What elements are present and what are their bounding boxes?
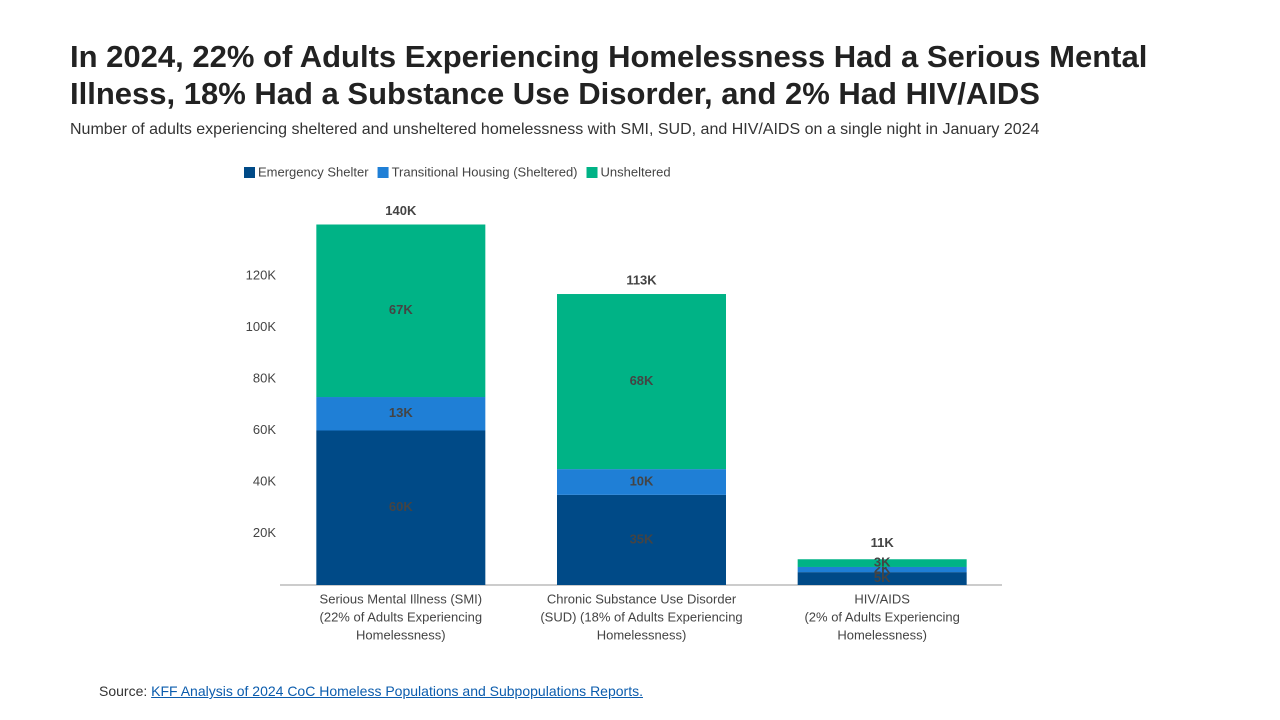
y-tick-label: 40K — [253, 473, 276, 488]
value-label: 60K — [389, 499, 413, 514]
subtitle: Number of adults experiencing sheltered … — [70, 121, 1040, 138]
bar-segment — [316, 430, 486, 585]
y-tick-label: 80K — [253, 370, 276, 385]
x-tick-label: (22% of Adults Experiencing — [320, 609, 483, 624]
x-tick-label: Homelessness) — [356, 627, 446, 642]
value-label: 35K — [630, 531, 654, 546]
x-tick-label: Homelessness) — [597, 627, 687, 642]
y-tick-label: 120K — [246, 267, 277, 282]
legend-swatch — [244, 167, 255, 178]
legend-swatch — [586, 167, 598, 178]
x-tick-label: Homelessness) — [837, 627, 927, 642]
y-tick-label: 20K — [253, 525, 276, 540]
y-tick-label: 60K — [253, 422, 276, 437]
bar-segment — [797, 559, 967, 567]
value-label: 5K — [874, 570, 891, 585]
source: Source: KFF Analysis of 2024 CoC Homeles… — [99, 683, 643, 699]
total-label: 113K — [626, 272, 657, 287]
bar-segment — [316, 224, 486, 398]
chart: 20K 40K 60K 80K 100K 120K Emergency Shelter Tra… — [244, 164, 1002, 642]
x-tick-label: HIV/AIDS — [854, 591, 910, 606]
value-label: 13K — [389, 405, 413, 420]
title-line: In 2024, 22% of Adults Experiencing Home… — [70, 39, 1148, 74]
value-label: 10K — [630, 473, 654, 488]
x-tick-label: Chronic Substance Use Disorder — [547, 591, 737, 606]
bar-segment — [557, 494, 726, 585]
bar-segment — [316, 397, 486, 431]
total-label: 140K — [385, 203, 417, 218]
legend-label: Unsheltered — [601, 164, 671, 179]
x-tick-label: (2% of Adults Experiencing — [804, 609, 959, 624]
value-label: 3K — [874, 555, 891, 570]
bar-segment — [557, 469, 726, 495]
title-line: Illness, 18% Had a Substance Use Disorde… — [70, 76, 1040, 111]
x-tick-label: Serious Mental Illness (SMI) — [320, 591, 483, 606]
source-link[interactable]: KFF Analysis of 2024 CoC Homeless Popula… — [151, 683, 643, 699]
value-label: 68K — [630, 373, 654, 388]
value-label: 67K — [389, 302, 413, 317]
source-label: Source: — [99, 683, 148, 699]
bar-segment — [797, 566, 967, 573]
bar-segment — [797, 572, 967, 585]
legend-label: Transitional Housing (Sheltered) — [392, 164, 578, 179]
legend-swatch — [377, 167, 389, 178]
total-label: 11K — [871, 535, 895, 550]
title: In 2024, 22% of Adults Experiencing Home… — [70, 38, 1147, 112]
y-tick-label: 100K — [246, 319, 277, 334]
x-tick-label: (SUD) (18% of Adults Experiencing — [540, 609, 742, 624]
legend-label: Emergency Shelter — [258, 164, 369, 179]
bar-segment — [557, 294, 726, 470]
